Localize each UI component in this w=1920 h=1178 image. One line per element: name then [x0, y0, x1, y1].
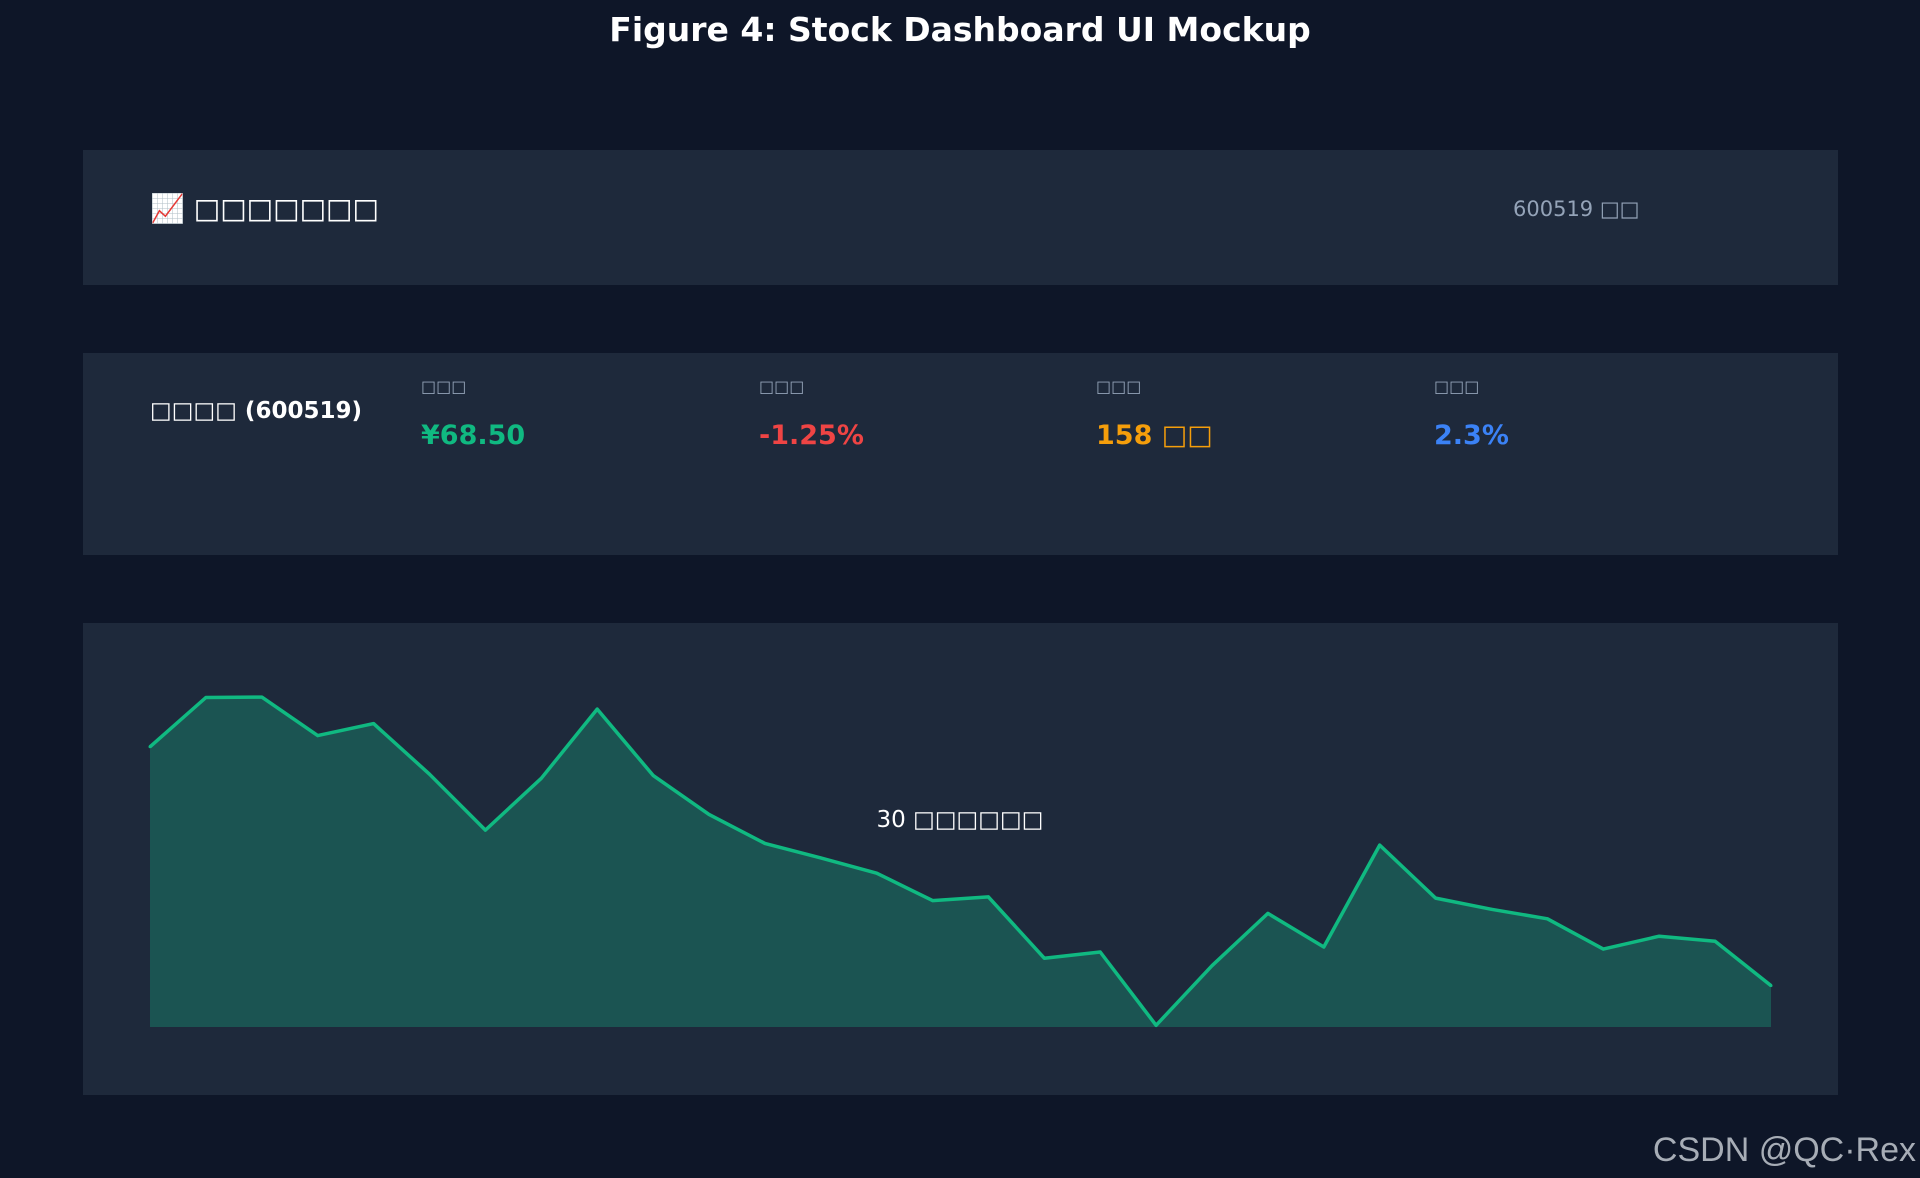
price-point-26 [1545, 917, 1549, 921]
price-point-7 [483, 828, 487, 832]
price-point-30 [1769, 984, 1773, 988]
price-point-24 [1434, 896, 1438, 900]
price-point-8 [539, 776, 543, 780]
figure-title: Figure 4: Stock Dashboard UI Mockup [609, 10, 1311, 49]
metric-volume: □□□ 158 □□ [1096, 377, 1396, 451]
price-point-28 [1657, 934, 1661, 938]
metric-price-label: □□□ [421, 377, 467, 396]
price-point-10 [651, 773, 655, 777]
stock-summary-card: □□□□ (600519) □□□ ¥68.50 □□□ -1.25% □□□ … [83, 353, 1838, 555]
price-point-18 [1098, 950, 1102, 954]
app-header: 📈 □□□□□□□ 600519 □□ [83, 150, 1838, 285]
metric-change-value: -1.25% [759, 420, 864, 451]
price-point-17 [1042, 956, 1046, 960]
stock-name: □□□□ (600519) [150, 398, 362, 424]
header-stock-code: 600519 □□ [1513, 197, 1640, 221]
price-point-4 [316, 734, 320, 738]
metric-volume-label: □□□ [1096, 377, 1142, 396]
price-point-3 [260, 695, 264, 699]
price-point-1 [148, 745, 152, 749]
price-chart-panel: 30 □□□□□□ [83, 623, 1838, 1095]
metric-change: □□□ -1.25% [759, 377, 1059, 451]
chart-center-label: 30 □□□□□□ [877, 807, 1044, 833]
price-point-12 [763, 841, 767, 845]
price-point-23 [1378, 843, 1382, 847]
price-point-29 [1713, 939, 1717, 943]
price-point-27 [1601, 947, 1605, 951]
price-point-22 [1322, 945, 1326, 949]
metric-change-label: □□□ [759, 377, 805, 396]
price-point-11 [707, 812, 711, 816]
price-point-14 [875, 871, 879, 875]
price-point-13 [819, 856, 823, 860]
price-point-15 [931, 899, 935, 903]
price-point-16 [986, 895, 990, 899]
watermark: CSDN @QC·Rex [1652, 1131, 1916, 1169]
price-point-2 [204, 696, 208, 699]
metric-price: □□□ ¥68.50 [421, 377, 721, 451]
app-title: 📈 □□□□□□□ [150, 192, 379, 225]
metric-turnover-label: □□□ [1434, 377, 1480, 396]
price-point-25 [1490, 907, 1493, 911]
metric-volume-value: 158 □□ [1096, 420, 1213, 451]
price-area-fill [150, 697, 1771, 1027]
price-point-21 [1266, 911, 1270, 915]
price-series-line [148, 695, 1773, 1028]
price-point-20 [1210, 964, 1214, 968]
price-chart: 30 □□□□□□ [148, 695, 1773, 1028]
metric-turnover: □□□ 2.3% [1434, 377, 1734, 451]
price-point-9 [595, 707, 599, 711]
metric-price-value: ¥68.50 [421, 420, 526, 451]
price-point-19 [1154, 1023, 1158, 1027]
price-point-5 [372, 722, 376, 726]
metric-turnover-value: 2.3% [1434, 420, 1509, 451]
price-point-6 [428, 772, 431, 776]
